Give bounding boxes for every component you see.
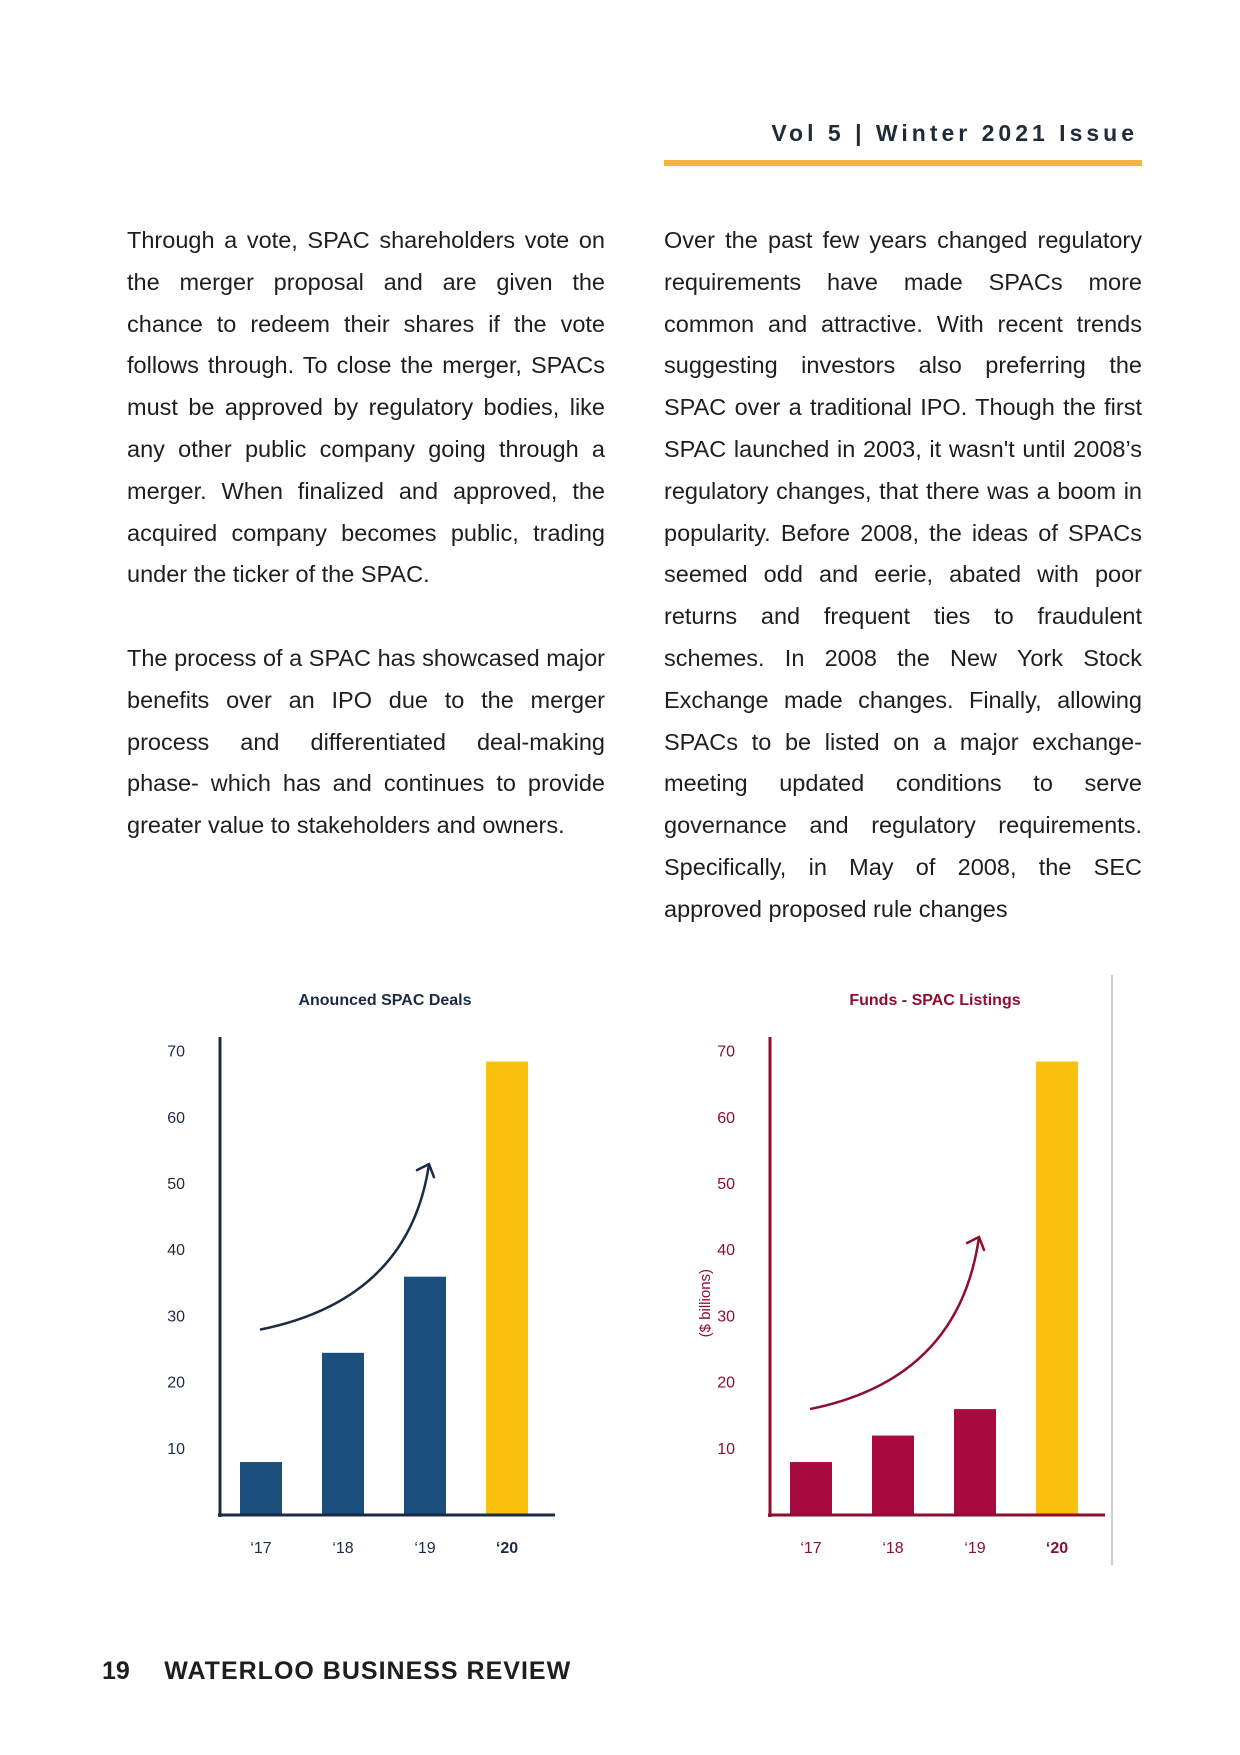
x-tick-label-20: ‘20 xyxy=(1046,1540,1068,1557)
page-number: 19 xyxy=(102,1657,130,1685)
bar-20 xyxy=(1036,1061,1078,1515)
bar-17 xyxy=(790,1462,832,1515)
y-axis-label: ($ billions) xyxy=(697,1269,714,1337)
x-tick-label-20: ‘20 xyxy=(496,1540,518,1557)
publication-name: WATERLOO BUSINESS REVIEW xyxy=(164,1657,572,1685)
x-tick-label-17: ‘17 xyxy=(800,1540,821,1557)
chart-funds-spac-listings: Funds - SPAC Listings ($ billions) 10 20 30 4… xyxy=(670,975,1170,1565)
y-tick-label-20: 20 xyxy=(167,1375,185,1392)
bar-19 xyxy=(404,1276,446,1515)
chart-title: Anounced SPAC Deals xyxy=(298,992,471,1009)
footer: 19 WATERLOO BUSINESS REVIEW xyxy=(102,1657,571,1686)
y-tick-label-50: 50 xyxy=(717,1176,735,1193)
chart-announced-spac-deals: Anounced SPAC Deals 10 20 30 40 50 60 70 ‘17 ‘18 ‘… xyxy=(120,975,620,1565)
y-tick-label-30: 30 xyxy=(167,1308,185,1325)
y-tick-label-10: 10 xyxy=(717,1441,735,1458)
bar-17 xyxy=(240,1462,282,1515)
y-tick-label-10: 10 xyxy=(167,1441,185,1458)
y-tick-label-20: 20 xyxy=(717,1375,735,1392)
issue-header: Vol 5 | Winter 2021 Issue xyxy=(771,120,1138,146)
chart-title: Funds - SPAC Listings xyxy=(849,992,1020,1009)
trend-arrow-head xyxy=(965,1235,986,1252)
left-paragraph-1: Through a vote, SPAC shareholders vote o… xyxy=(127,227,605,588)
bar-18 xyxy=(322,1352,364,1515)
left-paragraph-2: The process of a SPAC has showcased majo… xyxy=(127,644,605,839)
x-tick-label-17: ‘17 xyxy=(250,1540,271,1557)
y-tick-label-70: 70 xyxy=(167,1044,185,1061)
right-paragraph-1: Over the past few years changed regulato… xyxy=(664,227,1142,922)
trend-arrow-head xyxy=(415,1162,436,1179)
bar-18 xyxy=(872,1435,914,1515)
x-tick-label-18: ‘18 xyxy=(332,1540,353,1557)
left-column: Through a vote, SPAC shareholders vote o… xyxy=(127,220,605,847)
y-tick-label-40: 40 xyxy=(717,1242,735,1259)
bar-19 xyxy=(954,1409,996,1515)
chart-svg-funds-spac-listings: Funds - SPAC Listings ($ billions) 10 20 30 4… xyxy=(697,975,1113,1565)
y-tick-label-50: 50 xyxy=(167,1176,185,1193)
x-tick-label-18: ‘18 xyxy=(882,1540,903,1557)
bar-20 xyxy=(486,1061,528,1515)
header-rule xyxy=(664,160,1142,166)
chart-svg-announced-spac-deals: Anounced SPAC Deals 10 20 30 40 50 60 70 ‘17 ‘18 ‘… xyxy=(167,992,555,1557)
y-tick-label-40: 40 xyxy=(167,1242,185,1259)
right-column: Over the past few years changed regulato… xyxy=(664,220,1142,931)
y-tick-label-30: 30 xyxy=(717,1308,735,1325)
x-tick-label-19: ‘19 xyxy=(964,1540,985,1557)
trend-arrow-line xyxy=(259,1163,431,1331)
y-tick-label-70: 70 xyxy=(717,1044,735,1061)
trend-arrow-line xyxy=(809,1236,981,1411)
y-tick-label-60: 60 xyxy=(717,1110,735,1127)
y-tick-label-60: 60 xyxy=(167,1110,185,1127)
x-tick-label-19: ‘19 xyxy=(414,1540,435,1557)
